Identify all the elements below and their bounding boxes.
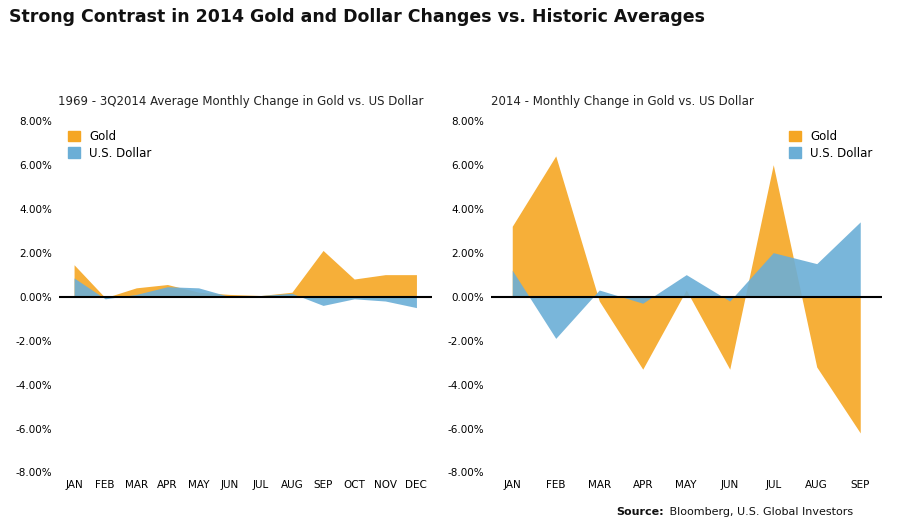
Text: 1969 - 3Q2014 Average Monthly Change in Gold vs. US Dollar: 1969 - 3Q2014 Average Monthly Change in … — [58, 94, 424, 108]
Text: Strong Contrast in 2014 Gold and Dollar Changes vs. Historic Averages: Strong Contrast in 2014 Gold and Dollar … — [9, 8, 705, 26]
Legend: Gold, U.S. Dollar: Gold, U.S. Dollar — [65, 127, 155, 163]
Text: Source:: Source: — [616, 507, 664, 517]
Text: 2014 - Monthly Change in Gold vs. US Dollar: 2014 - Monthly Change in Gold vs. US Dol… — [491, 94, 753, 108]
Legend: Gold, U.S. Dollar: Gold, U.S. Dollar — [786, 127, 876, 163]
Text: Bloomberg, U.S. Global Investors: Bloomberg, U.S. Global Investors — [666, 507, 853, 517]
